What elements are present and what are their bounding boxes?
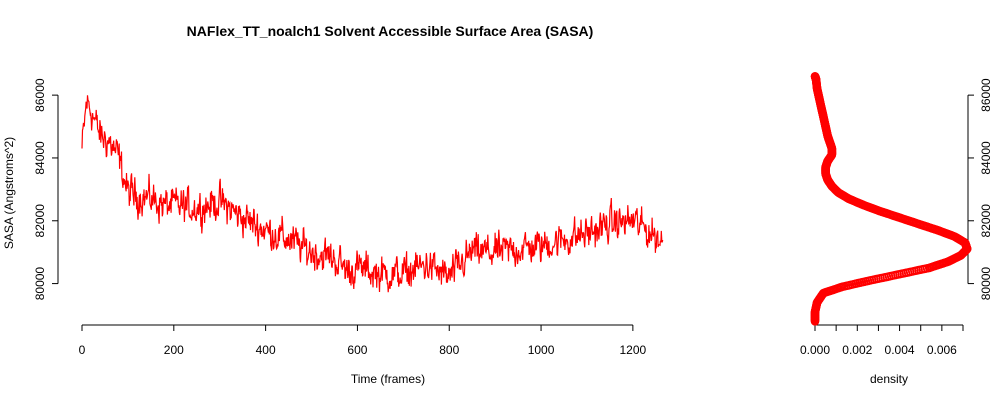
- main-x-tick-label: 800: [439, 343, 459, 357]
- density-y-axis: 80000 82000 84000 86000: [967, 78, 993, 301]
- density-x-tick-label: 0.002: [842, 343, 872, 357]
- density-x-tick-label: 0.000: [800, 343, 830, 357]
- main-x-tick-label: 600: [347, 343, 367, 357]
- main-y-tick-label: 86000: [33, 78, 47, 112]
- density-y-tick-label: 84000: [979, 141, 993, 175]
- main-x-tick-label: 200: [164, 343, 184, 357]
- density-x-axis: 0.000 0.002 0.004 0.006: [800, 324, 964, 357]
- density-point: [810, 72, 820, 81]
- chart-title: NAFlex_TT_noalch1 Solvent Accessible Sur…: [187, 23, 594, 39]
- main-x-tick-label: 1000: [528, 343, 555, 357]
- main-y-axis: 80000 82000 84000 86000: [33, 78, 59, 301]
- main-x-axis-label: Time (frames): [351, 372, 425, 386]
- main-x-tick-label: 400: [256, 343, 276, 357]
- density-y-tick-label: 86000: [979, 78, 993, 112]
- main-y-tick-label: 82000: [33, 204, 47, 238]
- density-x-axis-label: density: [870, 372, 908, 386]
- density-x-tick-label: 0.004: [885, 343, 915, 357]
- main-x-tick-label: 0: [79, 343, 86, 357]
- density-points: [810, 72, 972, 326]
- main-y-axis-label: SASA (Angstroms^2): [2, 137, 16, 249]
- main-x-tick-label: 1200: [620, 343, 647, 357]
- density-x-tick-label: 0.006: [927, 343, 957, 357]
- main-x-axis: 0 200 400 600 800 1000 1200: [79, 324, 647, 357]
- main-y-tick-label: 84000: [33, 141, 47, 175]
- density-y-tick-label: 80000: [979, 267, 993, 301]
- density-y-tick-label: 82000: [979, 204, 993, 238]
- main-y-tick-label: 80000: [33, 267, 47, 301]
- sasa-series-line: [81, 95, 664, 293]
